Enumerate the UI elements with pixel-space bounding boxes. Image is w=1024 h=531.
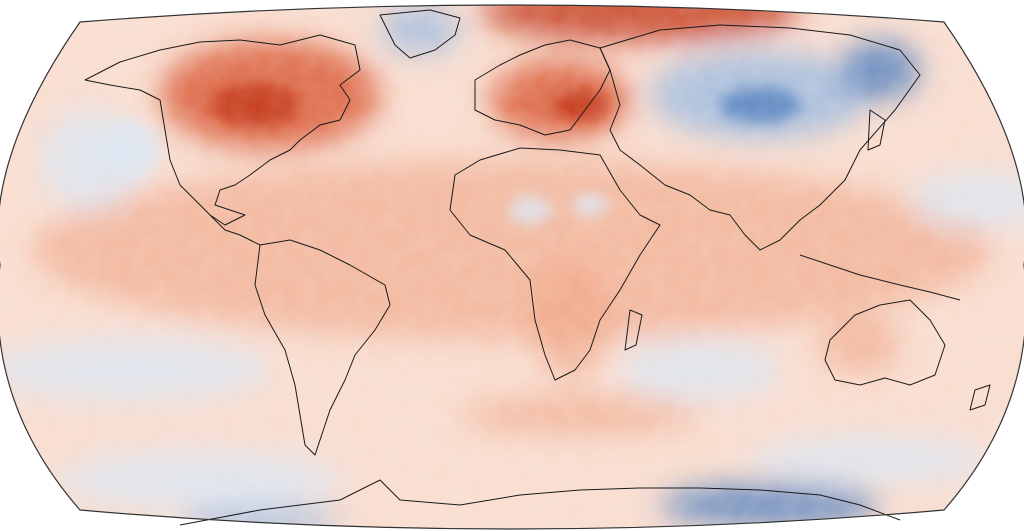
japan-coast xyxy=(867,109,886,151)
indonesia-coast xyxy=(799,254,961,301)
antarctica-coast xyxy=(179,479,901,526)
madagascar-coast xyxy=(624,309,643,351)
europe-coast xyxy=(474,39,611,136)
globe-outline xyxy=(0,4,1024,530)
new-zealand-coast xyxy=(969,384,991,411)
north-america-coast xyxy=(84,34,361,226)
central-america-coast xyxy=(209,214,261,246)
coastlines xyxy=(84,9,991,526)
asia-coast xyxy=(599,24,921,251)
africa-coast xyxy=(449,147,661,381)
greenland-coast xyxy=(379,9,461,59)
australia-coast xyxy=(824,299,946,386)
south-america-coast xyxy=(254,239,391,456)
